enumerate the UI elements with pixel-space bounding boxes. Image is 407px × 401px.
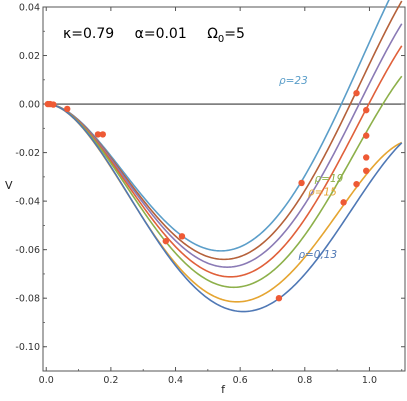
data-point [162, 237, 170, 245]
x-tick-label: 0.2 [103, 375, 118, 386]
data-point [363, 132, 370, 139]
x-tick-label: 0.8 [297, 375, 312, 386]
data-point [178, 233, 186, 240]
kappa-text: κ=0.79 [63, 26, 114, 42]
x-axis-label: f [221, 383, 226, 396]
series-line-4 [46, 75, 403, 289]
series-line-0 [46, 0, 390, 252]
data-point [363, 106, 370, 114]
omega-text: Ω [207, 26, 218, 42]
y-tick-label: -0.04 [15, 197, 40, 208]
y-tick-label: -0.06 [15, 245, 40, 256]
y-tick-label: 0.04 [19, 3, 40, 14]
data-point [50, 101, 57, 108]
plot-frame [42, 6, 406, 372]
data-point [363, 167, 370, 174]
series-labels: ρ=23 ρ=19ρ=15 ρ=0,13 [279, 75, 344, 261]
omega-value: =5 [224, 26, 245, 42]
data-point [340, 199, 347, 206]
y-tick-label: -0.02 [15, 148, 40, 159]
series-line-6 [46, 103, 403, 313]
parameter-annotation: κ=0.79 α=0.01 Ω0=5 [63, 26, 245, 45]
data-point [64, 105, 71, 113]
y-tick-label: 0.00 [19, 100, 40, 111]
omega-subscript: 0 [218, 34, 224, 45]
data-point [363, 154, 370, 161]
axis-ticks: 0.0 0.2 0.4 0.6 0.8 1.0 0.04 0.02 0.00 -0.02 -0.04… [15, 3, 405, 386]
series-label-6: ρ=0,13 [298, 249, 337, 261]
x-tick-label: 1.0 [362, 375, 377, 386]
x-tick-label: 0.0 [39, 375, 54, 386]
series-label-0: ρ=23 [279, 75, 308, 87]
series-line-3 [46, 45, 403, 278]
series-label-4: ρ=19 [315, 173, 344, 185]
data-point [99, 131, 106, 138]
y-axis-label: V [5, 179, 13, 192]
y-tick-label: -0.08 [15, 294, 40, 305]
data-point [353, 180, 360, 188]
y-tick-label: 0.02 [19, 51, 40, 62]
curves [46, 0, 403, 313]
points [44, 89, 370, 302]
x-tick-label: 0.4 [168, 375, 183, 386]
series-label-5: ρ=15 [308, 186, 337, 198]
data-point [353, 89, 360, 97]
data-point [94, 131, 102, 138]
y-tick-label: -0.10 [15, 342, 40, 353]
series-line-2 [46, 23, 403, 268]
alpha-text: α=0.01 [135, 26, 187, 42]
x-tick-label: 0.6 [233, 375, 248, 386]
data-point [275, 295, 283, 302]
data-point [298, 179, 305, 187]
